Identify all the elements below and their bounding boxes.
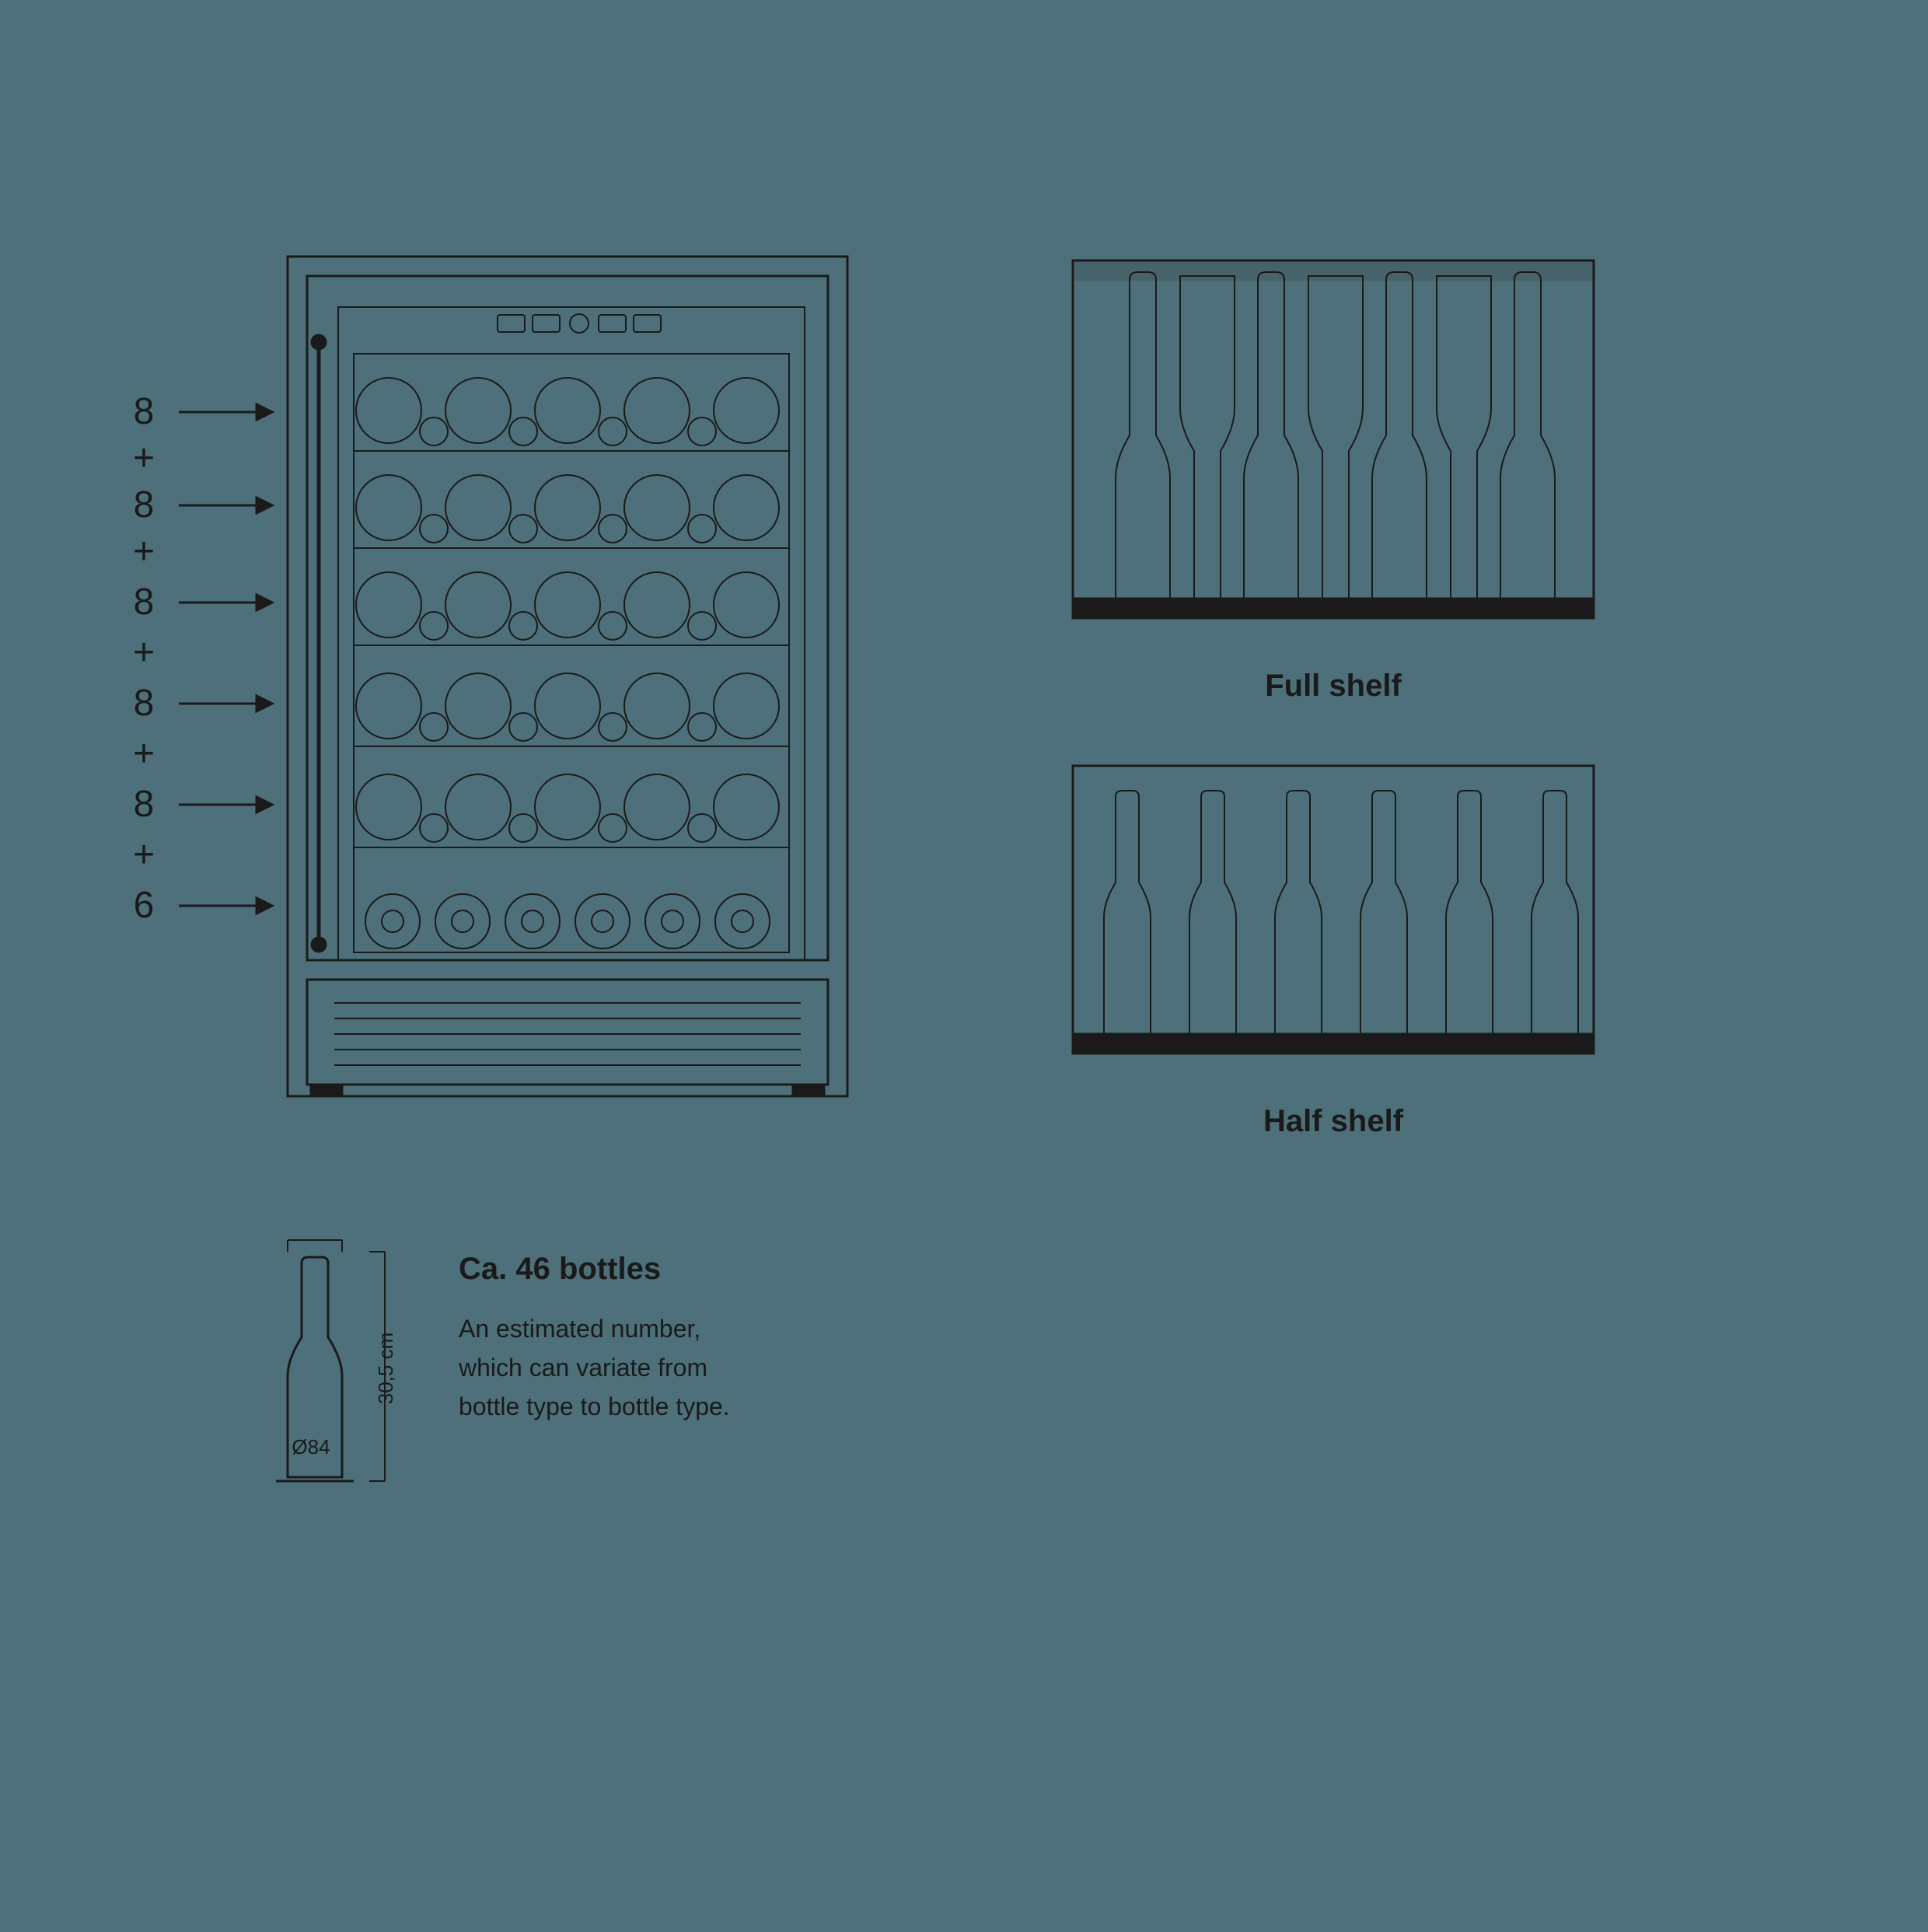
shelf-row-5 xyxy=(354,774,789,847)
arrow-4 xyxy=(179,797,272,812)
count-0: 8 xyxy=(134,391,155,432)
count-2: 8 xyxy=(134,582,155,623)
half-shelf-diagram xyxy=(1073,766,1594,1053)
shelf-row-1 xyxy=(354,378,789,451)
full-shelf-label: Full shelf xyxy=(1265,669,1402,703)
count-1: 8 xyxy=(134,484,155,526)
sep-0: + xyxy=(133,438,155,479)
half-shelf-label: Half shelf xyxy=(1263,1104,1404,1138)
capacity-note-3: bottle type to bottle type. xyxy=(459,1392,730,1420)
shelf-count-column: 8 + 8 + 8 + 8 + 8 + 6 xyxy=(133,391,272,926)
shelf-row-6 xyxy=(354,894,789,952)
wine-cooler xyxy=(288,257,847,1096)
shelf-row-4 xyxy=(354,673,789,746)
wine-cooler-diagram: 8 + 8 + 8 + 8 + 8 + 6 xyxy=(0,0,1928,1928)
sep-3: + xyxy=(133,733,155,774)
arrow-3 xyxy=(179,696,272,711)
capacity-note-2: which can variate from xyxy=(458,1354,707,1382)
count-3: 8 xyxy=(134,683,155,724)
diagram-svg: 8 + 8 + 8 + 8 + 8 + 6 xyxy=(0,0,1928,1928)
bottle-diameter-label: Ø84 xyxy=(292,1435,330,1459)
sep-4: + xyxy=(133,834,155,875)
sep-1: + xyxy=(133,531,155,572)
bottle-height-label: 30,5 cm xyxy=(374,1333,397,1405)
sep-2: + xyxy=(133,632,155,673)
full-shelf-diagram xyxy=(1073,260,1594,618)
arrow-1 xyxy=(179,498,272,513)
count-4: 8 xyxy=(134,784,155,825)
count-5: 6 xyxy=(134,885,155,926)
shelf-row-2 xyxy=(354,475,789,548)
shelf-row-3 xyxy=(354,572,789,645)
arrow-2 xyxy=(179,595,272,610)
capacity-note-1: An estimated number, xyxy=(459,1315,700,1343)
arrow-0 xyxy=(179,404,272,420)
capacity-title: Ca. 46 bottles xyxy=(459,1252,661,1286)
arrow-5 xyxy=(179,898,272,914)
